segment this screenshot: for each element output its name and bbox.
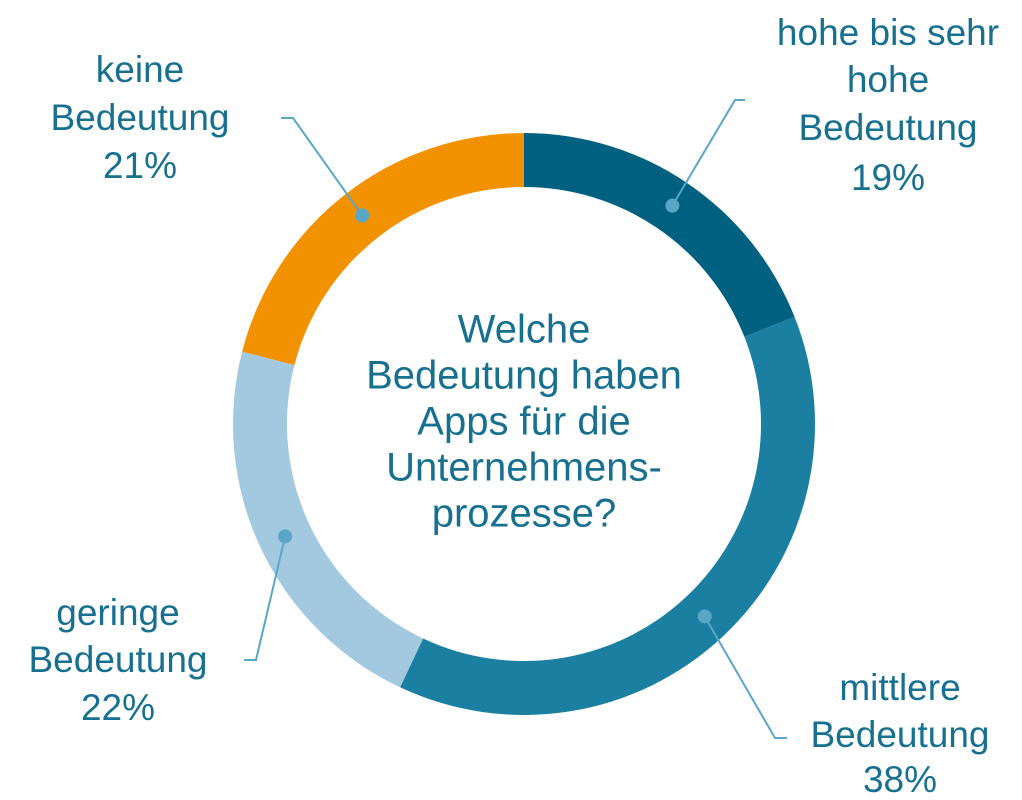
- chart-title: Apps für die: [417, 400, 630, 444]
- chart-title: Bedeutung haben: [366, 354, 682, 398]
- slice-label: hohe: [847, 59, 929, 100]
- leader-dot: [278, 529, 293, 544]
- slice-value-label: 38%: [863, 759, 937, 800]
- leader-dot: [665, 198, 680, 213]
- donut-segment: [233, 351, 424, 688]
- slice-label: mittlere: [839, 667, 960, 708]
- slice-label: Bedeutung: [50, 97, 229, 138]
- chart-title: prozesse?: [432, 492, 617, 536]
- slice-label: Bedeutung: [798, 107, 977, 148]
- leader-line: [703, 615, 787, 739]
- chart-title: Unternehmens-: [386, 446, 662, 490]
- slice-label: Bedeutung: [28, 639, 207, 680]
- slice-label: geringe: [56, 592, 179, 633]
- donut-segment: [524, 133, 795, 337]
- slice-value-label: 22%: [81, 687, 155, 728]
- slice-label: keine: [96, 49, 184, 90]
- leader-line: [244, 536, 287, 661]
- donut-segment: [242, 133, 524, 366]
- slice-value-label: 19%: [851, 157, 925, 198]
- slice-label: Bedeutung: [810, 714, 989, 755]
- leader-dot: [697, 609, 712, 624]
- slice-value-label: 21%: [103, 145, 177, 186]
- leader-line: [281, 117, 364, 216]
- slice-label: hohe bis sehr: [777, 12, 999, 53]
- leader-line: [671, 99, 745, 207]
- leader-dot: [355, 208, 370, 223]
- chart-title: Welche: [458, 308, 591, 352]
